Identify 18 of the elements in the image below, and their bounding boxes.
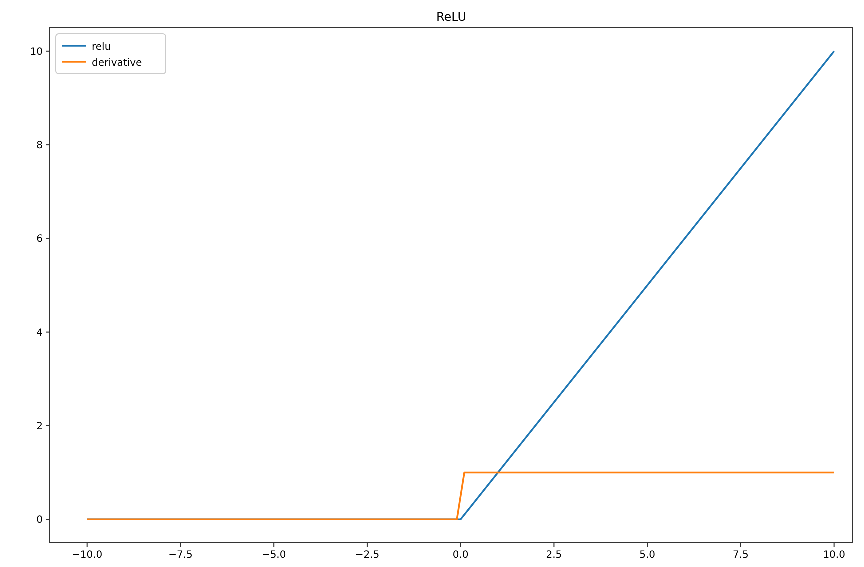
- x-tick-label: −5.0: [262, 550, 286, 561]
- x-tick-label: −2.5: [355, 550, 380, 561]
- y-tick-label: 8: [36, 140, 43, 152]
- legend-label: derivative: [92, 58, 142, 69]
- x-tick-label: −7.5: [168, 550, 193, 561]
- legend-label: relu: [92, 42, 112, 53]
- y-tick-label: 2: [36, 421, 43, 432]
- x-tick-label: 7.5: [733, 550, 749, 561]
- x-tick-label: 10.0: [823, 550, 846, 561]
- y-tick-label: 0: [36, 515, 43, 526]
- y-tick-label: 10: [30, 46, 43, 58]
- x-tick-label: 2.5: [546, 550, 562, 561]
- y-tick-label: 6: [36, 234, 43, 246]
- chart-title: ReLU: [436, 10, 467, 24]
- y-tick-label: 4: [36, 328, 43, 339]
- x-tick-label: 5.0: [640, 550, 656, 561]
- x-tick-label: 0.0: [452, 550, 469, 561]
- x-tick-label: −10.0: [72, 550, 103, 561]
